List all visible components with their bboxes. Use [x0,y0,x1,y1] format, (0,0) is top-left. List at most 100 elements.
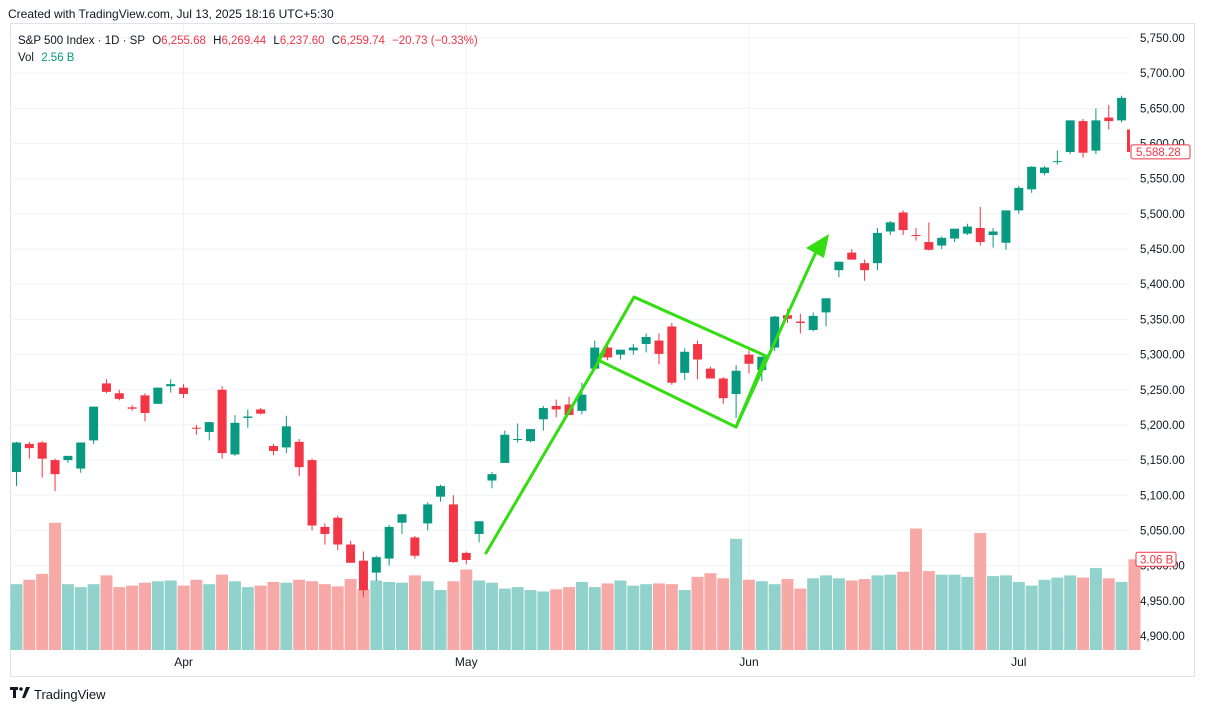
volume-bar [563,587,576,650]
y-tick-label: 5,100.00 [1140,490,1185,502]
volume-bar [421,581,434,650]
candle-body [101,383,111,392]
candle-body [89,406,99,441]
tradingview-brand: TradingView [34,687,106,702]
volume-bar [331,586,344,650]
candle-body [474,521,484,534]
candle-body [63,455,73,461]
volume-bar [203,584,216,650]
y-tick-label: 5,700.00 [1140,68,1185,80]
candle-body [924,242,934,250]
volume-bar [164,580,177,650]
candle-body [872,232,882,264]
candle-body [538,408,548,420]
candle-body [76,442,86,469]
volume-bar [665,584,678,650]
candle-body [628,347,638,351]
tradingview-footer[interactable]: TradingView [10,687,106,702]
volume-bar [794,588,807,650]
volume-bar [1089,568,1102,650]
volume-bar [884,574,897,650]
volume-bar [344,579,357,650]
x-tick-label: Apr [174,655,193,669]
volume-bar [1012,581,1025,650]
candle-body [1104,117,1114,122]
volume-bar [370,580,383,650]
volume-bar [434,590,447,650]
candle-body [885,222,895,232]
candle-body [166,384,176,387]
y-tick-label: 5,300.00 [1140,350,1185,362]
candle-body [590,347,600,369]
candle-body [847,252,857,260]
volume-bar [704,573,717,650]
candle-body [1127,129,1130,153]
volume-bar [126,585,139,650]
candle-body [243,416,253,418]
candle-body [230,422,240,455]
chart-frame[interactable] [10,23,1195,677]
candle-body [217,389,227,454]
volume-bar [318,584,331,650]
candle-body [114,393,124,399]
flagpole-line [484,350,606,555]
low-value: 6,237.60 [279,35,325,47]
candle-body [127,407,137,409]
y-tick-label: 4,950.00 [1140,596,1185,608]
volume-bar [999,575,1012,650]
candle-body [834,261,844,271]
volume-legend: Vol 2.56 B [18,52,78,64]
last-volume-box [1135,551,1177,567]
candle-body [179,387,189,394]
last-price-label: 5,588.28 [1136,147,1181,159]
y-tick-label: 5,400.00 [1140,279,1185,291]
volume-bar [1102,578,1115,650]
volume-bar [691,576,704,650]
volume-bar [357,589,370,650]
symbol-label[interactable]: S&P 500 Index · 1D · SP [18,35,145,47]
volume-bar [1025,585,1038,650]
candle-body [526,429,535,442]
vol-label[interactable]: Vol [18,52,34,64]
volume-bar [10,584,23,650]
candle-body [1065,120,1075,153]
volume-bar [897,571,910,650]
volume-bar [87,584,100,650]
y-tick-label: 4,900.00 [1140,631,1185,643]
volume-bar [974,532,987,650]
volume-bar [113,587,126,650]
volume-bar [383,581,396,650]
volume-bar [987,576,1000,650]
candle-body [1027,166,1037,190]
candle-body [615,349,625,355]
volume-bar [396,582,408,650]
volume-bar [49,522,62,650]
candle-body [410,537,420,556]
candle-body [346,544,356,563]
y-tick-label: 5,650.00 [1140,103,1185,115]
candle-body [269,446,278,451]
volume-bar [871,575,884,650]
candle-body [603,347,613,358]
volume-bar [36,573,49,650]
candle-body [1014,187,1024,211]
candle-body [744,354,754,364]
candle-body [641,337,651,345]
candle-body [795,321,805,323]
candle-body [654,340,664,354]
candle-body [898,212,908,231]
price-legend: S&P 500 Index · 1D · SP O6,255.68 H6,269… [18,35,482,47]
candle-body [950,228,960,239]
candle-body [911,235,921,237]
volume-bar [74,587,87,650]
candle-body [358,560,368,591]
volume-bar [935,574,948,650]
candle-body [667,326,677,383]
volume-bar [254,585,267,650]
volume-bar [537,591,550,650]
breakout-arrow-head [806,234,829,258]
volume-bar [755,581,768,650]
x-tick-label: Jun [739,655,758,669]
volume-bar [485,582,498,650]
